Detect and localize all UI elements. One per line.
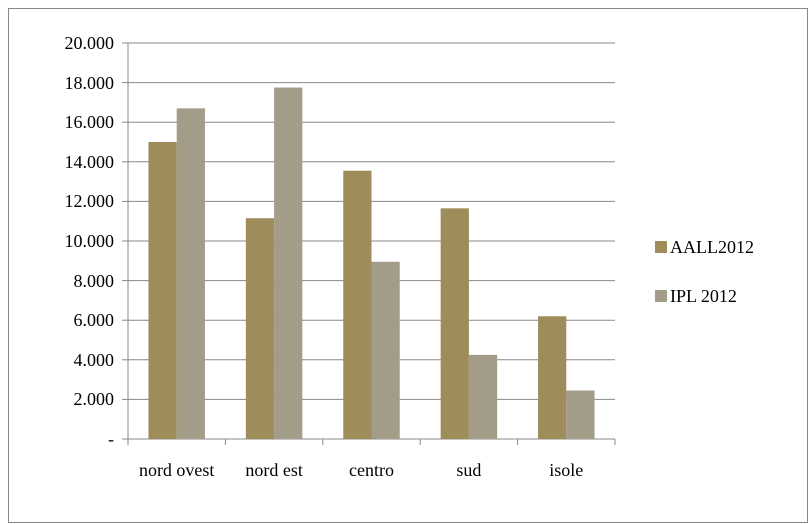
x-tick-label: nord est [245, 460, 303, 480]
legend-label: IPL 2012 [670, 286, 737, 306]
bar [245, 218, 275, 439]
y-tick-label: 2.000 [73, 389, 115, 410]
y-tick-label: 8.000 [73, 270, 115, 291]
y-tick-label: - [108, 429, 114, 449]
y-tick-label: 4.000 [73, 349, 115, 370]
legend-label: AALL2012 [670, 237, 754, 257]
bar [274, 87, 303, 440]
x-tick-label: isole [549, 460, 584, 480]
bar [566, 390, 595, 439]
chart-border [8, 8, 808, 523]
bar [371, 261, 400, 439]
y-tick-label: 20.000 [64, 33, 115, 53]
y-tick-label: 18.000 [64, 72, 115, 93]
legend-swatch [655, 241, 667, 253]
bar [343, 170, 372, 439]
bar [148, 142, 177, 439]
x-tick-label: centro [349, 460, 394, 480]
bar [440, 208, 469, 439]
y-tick-label: 12.000 [64, 191, 115, 212]
y-tick-label: 6.000 [73, 310, 115, 331]
x-tick-label: sud [456, 460, 482, 480]
bar [468, 354, 498, 439]
bar [538, 316, 567, 439]
legend-swatch [655, 290, 667, 302]
x-tick-label: nord ovest [138, 460, 215, 480]
bar [176, 108, 205, 439]
y-tick-label: 10.000 [64, 231, 115, 251]
y-tick-label: 14.000 [64, 151, 115, 172]
y-tick-label: 16.000 [64, 112, 115, 133]
